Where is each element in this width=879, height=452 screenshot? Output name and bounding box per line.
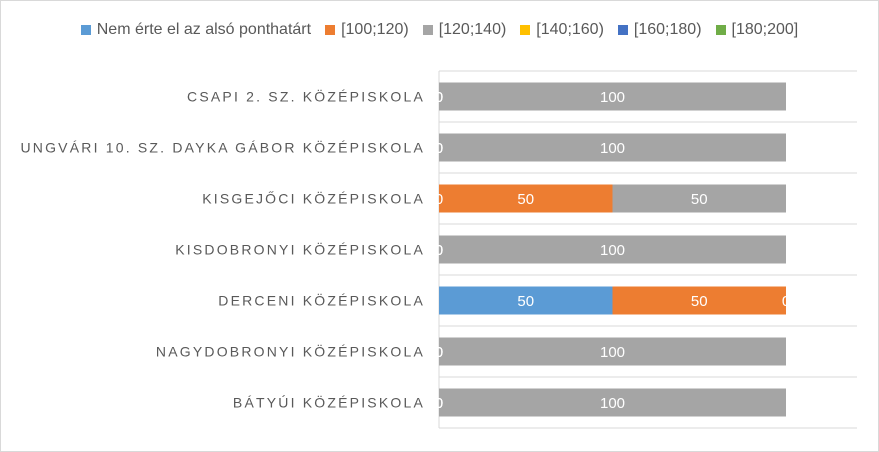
legend-swatch bbox=[422, 25, 433, 35]
data-label: 0 bbox=[435, 344, 443, 361]
legend-swatch bbox=[520, 25, 531, 35]
bar-segment bbox=[612, 184, 786, 213]
bar-segment bbox=[439, 133, 786, 162]
data-label: 0 bbox=[435, 140, 443, 157]
legend-swatch bbox=[325, 25, 336, 35]
category-label: BÁTYÚI KÖZÉPISKOLA bbox=[233, 394, 425, 411]
bar-segment bbox=[439, 388, 786, 417]
data-label: 100 bbox=[600, 395, 625, 412]
legend-swatch bbox=[715, 25, 726, 35]
data-label: 0 bbox=[435, 89, 443, 106]
category-label: CSAPI 2. SZ. KÖZÉPISKOLA bbox=[187, 88, 425, 105]
legend-item: [120;140) bbox=[422, 21, 507, 39]
data-label: 100 bbox=[600, 89, 625, 106]
data-label: 0 bbox=[435, 191, 443, 208]
data-label: 0 bbox=[782, 293, 790, 310]
legend-swatch bbox=[617, 25, 628, 35]
legend-label: [160;180) bbox=[633, 21, 702, 38]
legend-label: Nem érte el az alsó ponthatárt bbox=[96, 21, 312, 38]
bar-segment bbox=[439, 82, 786, 111]
chart-legend: Nem érte el az alsó ponthatárt [100;120) [… bbox=[0, 18, 879, 42]
data-label: 50 bbox=[517, 293, 534, 310]
data-label: 50 bbox=[517, 191, 534, 208]
data-label: 100 bbox=[600, 242, 625, 259]
data-label: 0 bbox=[435, 140, 443, 157]
legend-item: [100;120) bbox=[325, 21, 409, 39]
data-label: 0 bbox=[435, 395, 443, 412]
data-label: 0 bbox=[435, 395, 443, 412]
legend-label: [180;200] bbox=[731, 21, 799, 38]
bar-segment bbox=[439, 184, 613, 213]
data-label: 0 bbox=[435, 89, 443, 106]
bar-segment bbox=[439, 235, 786, 264]
legend-item: [160;180) bbox=[617, 21, 702, 39]
category-label: KISDOBRONYI KÖZÉPISKOLA bbox=[175, 241, 425, 258]
legend-item: Nem érte el az alsó ponthatárt bbox=[80, 21, 312, 39]
category-label: KISGEJŐCI KÖZÉPISKOLA bbox=[202, 190, 425, 207]
data-label: 0 bbox=[435, 242, 443, 259]
legend-label: [120;140) bbox=[438, 21, 507, 38]
bar-segment bbox=[439, 286, 613, 315]
data-label: 100 bbox=[600, 140, 625, 157]
category-label: NAGYDOBRONYI KÖZÉPISKOLA bbox=[156, 343, 425, 360]
category-label: UNGVÁRI 10. SZ. DAYKA GÁBOR KÖZÉPISKOLA bbox=[20, 139, 425, 156]
data-label: 0 bbox=[435, 344, 443, 361]
legend-item: [140;160) bbox=[520, 21, 604, 39]
bar-segment bbox=[612, 286, 786, 315]
category-label: DERCENI KÖZÉPISKOLA bbox=[218, 292, 425, 309]
data-label: 0 bbox=[435, 242, 443, 259]
bar-segment bbox=[439, 337, 786, 366]
data-label: 100 bbox=[600, 344, 625, 361]
legend-swatch bbox=[80, 25, 91, 35]
data-label: 50 bbox=[691, 191, 708, 208]
legend-item: [180;200] bbox=[715, 21, 799, 39]
legend-label: [100;120) bbox=[341, 21, 409, 38]
data-label: 50 bbox=[691, 293, 708, 310]
legend-label: [140;160) bbox=[536, 21, 604, 38]
